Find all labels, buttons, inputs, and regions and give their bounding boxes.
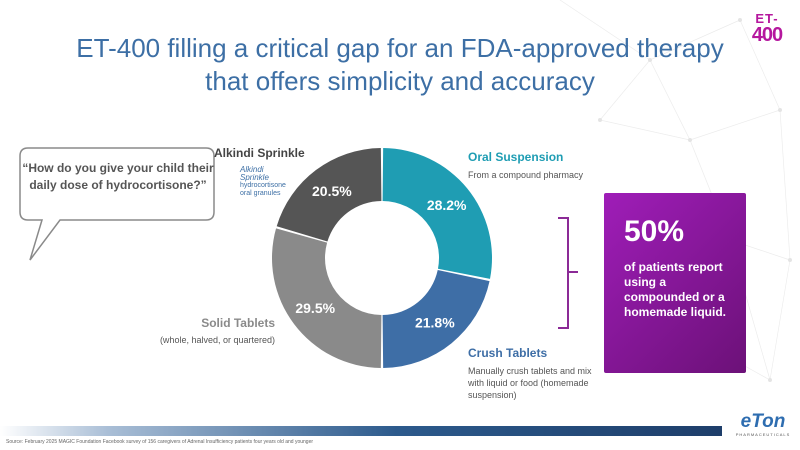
donut-value-label: 29.5% [295,300,335,316]
donut-slice-oral-suspension [382,148,492,279]
stat-callout: 50% of patients report using a compounde… [604,193,746,373]
donut-slice-crush-tablets [382,269,490,368]
eton-sub: PHARMACEUTICALS [735,432,791,437]
stat-description: of patients report using a compounded or… [624,260,727,319]
donut-value-label: 20.5% [312,183,352,199]
eton-logo: eTon PHARMACEUTICALS [730,411,796,438]
logo-line2: 400 [751,24,783,46]
donut-value-label: 21.8% [415,315,455,331]
desc-crush-tablets: Manually crush tablets and mix with liqu… [468,366,592,400]
donut-slice-solid-tablets [272,228,382,368]
survey-question: “How do you give your child their daily … [22,161,214,192]
title-line2: that offers simplicity and accuracy [205,66,595,96]
donut-slice-alkindi-sprinkle [276,148,382,242]
source-footnote: Source: February 2025 MAGIC Foundation F… [6,439,314,445]
desc-oral-suspension: From a compound pharmacy [468,170,584,180]
title-line1: ET-400 filling a critical gap for an FDA… [76,33,724,63]
logo-line1: ET- [755,11,779,26]
page-title: ET-400 filling a critical gap for an FDA… [0,32,800,98]
alkindi-sprinkle-logo: Alkindi Sprinkle hydrocortisone oral gra… [240,165,286,198]
label-solid-tablets: Solid Tablets [201,316,275,330]
label-crush-tablets: Crush Tablets [468,346,548,360]
label-oral-suspension: Oral Suspension [468,150,564,164]
stat-value: 50% [624,215,685,248]
eton-name: eTon [740,411,786,432]
et400-logo: ET- 400 [742,12,792,45]
footer-bar [0,426,722,436]
desc-solid-tablets: (whole, halved, or quartered) [159,335,275,345]
label-alkindi-sprinkle: Alkindi Sprinkle [214,146,305,160]
donut-value-label: 28.2% [427,197,467,213]
